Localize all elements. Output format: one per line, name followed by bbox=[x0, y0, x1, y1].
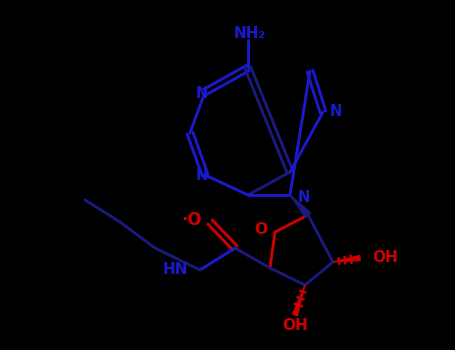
Text: N: N bbox=[196, 85, 208, 100]
Text: OH: OH bbox=[372, 251, 398, 266]
Polygon shape bbox=[290, 195, 311, 217]
Text: N: N bbox=[298, 189, 310, 204]
Text: HN: HN bbox=[162, 262, 188, 278]
Text: NH₂: NH₂ bbox=[234, 27, 266, 42]
Text: N: N bbox=[196, 168, 208, 183]
Text: OH: OH bbox=[282, 317, 308, 332]
Text: O: O bbox=[254, 223, 267, 238]
Polygon shape bbox=[333, 256, 360, 262]
Text: ·O: ·O bbox=[182, 211, 202, 229]
Text: N: N bbox=[330, 105, 342, 119]
Polygon shape bbox=[293, 285, 305, 316]
